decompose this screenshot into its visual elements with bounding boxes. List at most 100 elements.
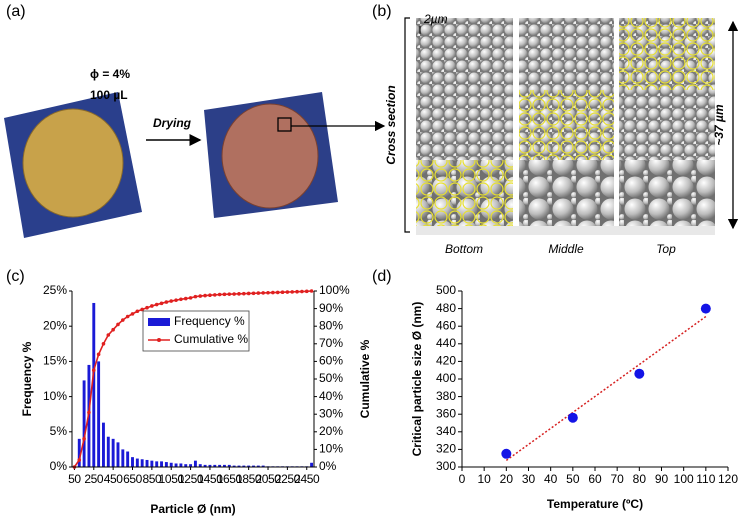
x-axis-title: Temperature (ºC) <box>547 497 643 511</box>
x-tick-label: 1650 <box>217 472 243 486</box>
panel-label: (a) <box>6 3 26 20</box>
bar <box>155 461 159 467</box>
scale-label: 2µm <box>423 12 448 26</box>
line-marker <box>285 290 290 294</box>
line-marker <box>295 289 299 294</box>
bar <box>160 461 163 467</box>
line-marker <box>266 290 270 295</box>
bar <box>111 438 115 467</box>
line-marker <box>290 290 295 294</box>
x-tick-label: 2450 <box>294 472 320 486</box>
bar <box>135 458 139 467</box>
trendline <box>505 315 707 462</box>
line-marker <box>154 302 159 307</box>
line-marker <box>222 292 227 297</box>
layer-label: Top <box>656 242 676 256</box>
line-marker <box>179 297 183 302</box>
line-marker <box>140 307 144 312</box>
annotation: ~37 µm <box>712 104 726 146</box>
x-tick-label: 2050 <box>255 472 281 486</box>
legend-label: Frequency % <box>174 314 245 328</box>
x-tick-label: 1050 <box>159 472 185 486</box>
legend-marker <box>157 338 161 342</box>
bar <box>106 436 110 467</box>
line-marker <box>130 312 135 316</box>
y2-tick-label: 40% <box>319 389 343 403</box>
y2-tick-label: 10% <box>319 442 343 456</box>
line-marker <box>251 291 256 296</box>
bar <box>261 465 265 467</box>
legend-box <box>142 310 250 352</box>
bar <box>126 451 130 467</box>
y2-tick-label: 0% <box>319 459 337 473</box>
bar <box>198 464 202 467</box>
annotation: Drying <box>153 116 192 130</box>
sem-images <box>416 18 715 235</box>
line-marker <box>203 293 207 298</box>
x-tick-label: 650 <box>123 472 143 486</box>
x-tick-label: 60 <box>588 472 602 486</box>
x-tick-label: 1850 <box>236 472 262 486</box>
bar <box>179 463 183 467</box>
bar <box>150 460 154 467</box>
bar <box>310 462 314 467</box>
x-tick-label: 450 <box>104 472 124 486</box>
y-tick-label: 0% <box>50 459 68 473</box>
x-tick-label: 70 <box>610 472 624 486</box>
line-marker <box>237 292 241 296</box>
y-tick-label: 460 <box>436 318 456 332</box>
y-tick-label: 10% <box>43 389 67 403</box>
y-tick-label: 440 <box>436 336 456 350</box>
line-marker <box>174 298 178 302</box>
y2-tick-label: 30% <box>319 406 343 420</box>
y2-tick-label: 50% <box>319 371 343 385</box>
y-tick-label: 20% <box>43 318 67 332</box>
line-marker <box>82 437 86 441</box>
bar <box>164 462 168 467</box>
y2-tick-label: 90% <box>319 301 343 315</box>
line-marker <box>121 318 125 322</box>
y-tick-label: 420 <box>436 354 456 368</box>
line-marker <box>188 296 193 300</box>
annotation: Cross section <box>384 85 398 164</box>
line-marker <box>145 305 149 310</box>
line-marker <box>242 291 246 296</box>
line-marker <box>212 293 217 297</box>
y2-tick-label: 100% <box>319 283 350 297</box>
bar <box>252 465 255 467</box>
x-tick-label: 100 <box>674 472 694 486</box>
line-marker <box>135 309 140 314</box>
line-marker <box>150 304 154 308</box>
bar <box>184 464 188 467</box>
bar <box>208 464 212 467</box>
y2-axis-title: Cumulative % <box>358 339 372 418</box>
line-marker <box>87 410 91 415</box>
x-tick-label: 1450 <box>197 472 223 486</box>
bar <box>92 302 96 467</box>
y-tick-label: 300 <box>436 459 456 473</box>
y-tick-label: 360 <box>436 406 456 420</box>
line-marker <box>309 289 314 293</box>
line-marker <box>101 342 106 346</box>
line-marker <box>106 333 111 337</box>
legend-swatch <box>148 318 170 326</box>
y-axis-title: Frequency % <box>20 341 34 416</box>
point <box>700 303 711 314</box>
y2-tick-label: 80% <box>319 318 343 332</box>
line-marker <box>77 458 82 462</box>
panel-label: (b) <box>372 3 392 20</box>
line-marker <box>164 300 169 304</box>
y-tick-label: 320 <box>436 442 456 456</box>
line-marker <box>246 291 251 296</box>
line-marker <box>125 314 130 319</box>
x-tick-label: 2250 <box>275 472 301 486</box>
bar <box>227 464 231 467</box>
line-marker <box>304 289 309 294</box>
bar <box>77 438 81 467</box>
bar <box>237 465 241 467</box>
point <box>567 412 578 423</box>
point <box>634 368 645 379</box>
line-marker <box>96 352 101 357</box>
y-axis-title: Critical particle size Ø (nm) <box>410 302 424 457</box>
